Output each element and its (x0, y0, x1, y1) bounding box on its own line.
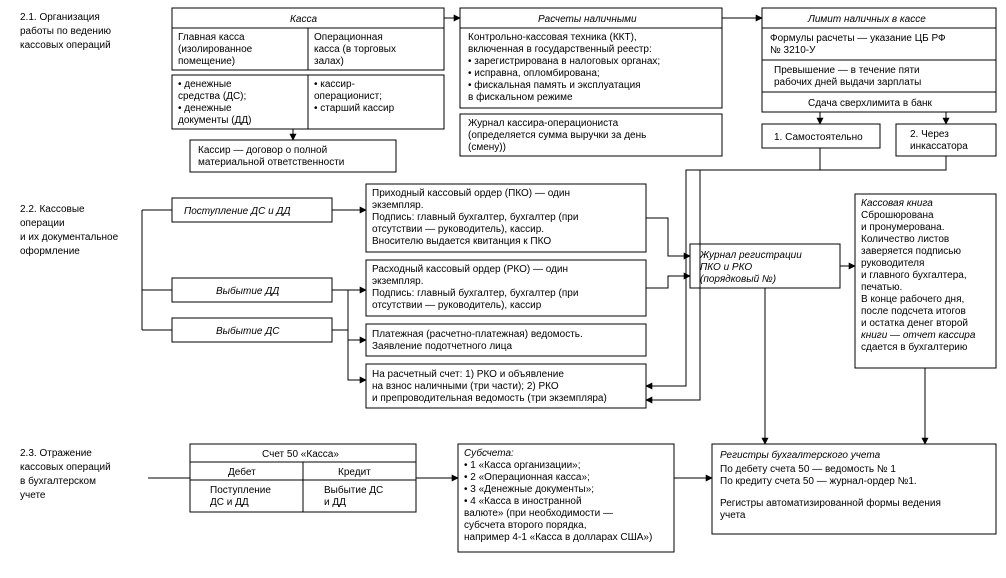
section-2-2-label: 2.2. Кассовыеоперациии их документальное… (20, 204, 119, 257)
acct-title-text: Счет 50 «Касса» (262, 449, 339, 460)
nalich-title: Расчеты наличными (538, 14, 637, 25)
limit-deposit-text: Сдача сверхлимита в банк (808, 97, 933, 109)
kassa-resp-text: Кассир — договор о полнойматериальной от… (198, 145, 344, 168)
vybds-text: Выбытие ДС (216, 325, 280, 337)
kassa-title: Касса (290, 14, 317, 25)
postup-text: Поступление ДС и ДД (184, 206, 291, 217)
limit-self-text: 1. Самостоятельно (774, 132, 863, 143)
limit-title: Лимит наличных в кассе (807, 14, 926, 25)
pko-text: Приходный кассовый ордер (ПКО) — одинэкз… (372, 188, 578, 247)
diagram-root: 2.1. Организацияработы по ведениюкассовы… (0, 0, 1006, 578)
vybdd-text: Выбытие ДД (216, 285, 279, 297)
acct-debit-text: Дебет (228, 466, 256, 478)
section-2-1-label: 2.1. Организацияработы по ведениюкассовы… (20, 12, 112, 51)
acct-credit-text: Кредит (338, 467, 371, 478)
section-2-3-label: 2.3. Отражениекассовых операцийв бухгалт… (20, 448, 111, 501)
limit-exceed-text: Превышение — в течение пятирабочих дней … (774, 65, 921, 88)
